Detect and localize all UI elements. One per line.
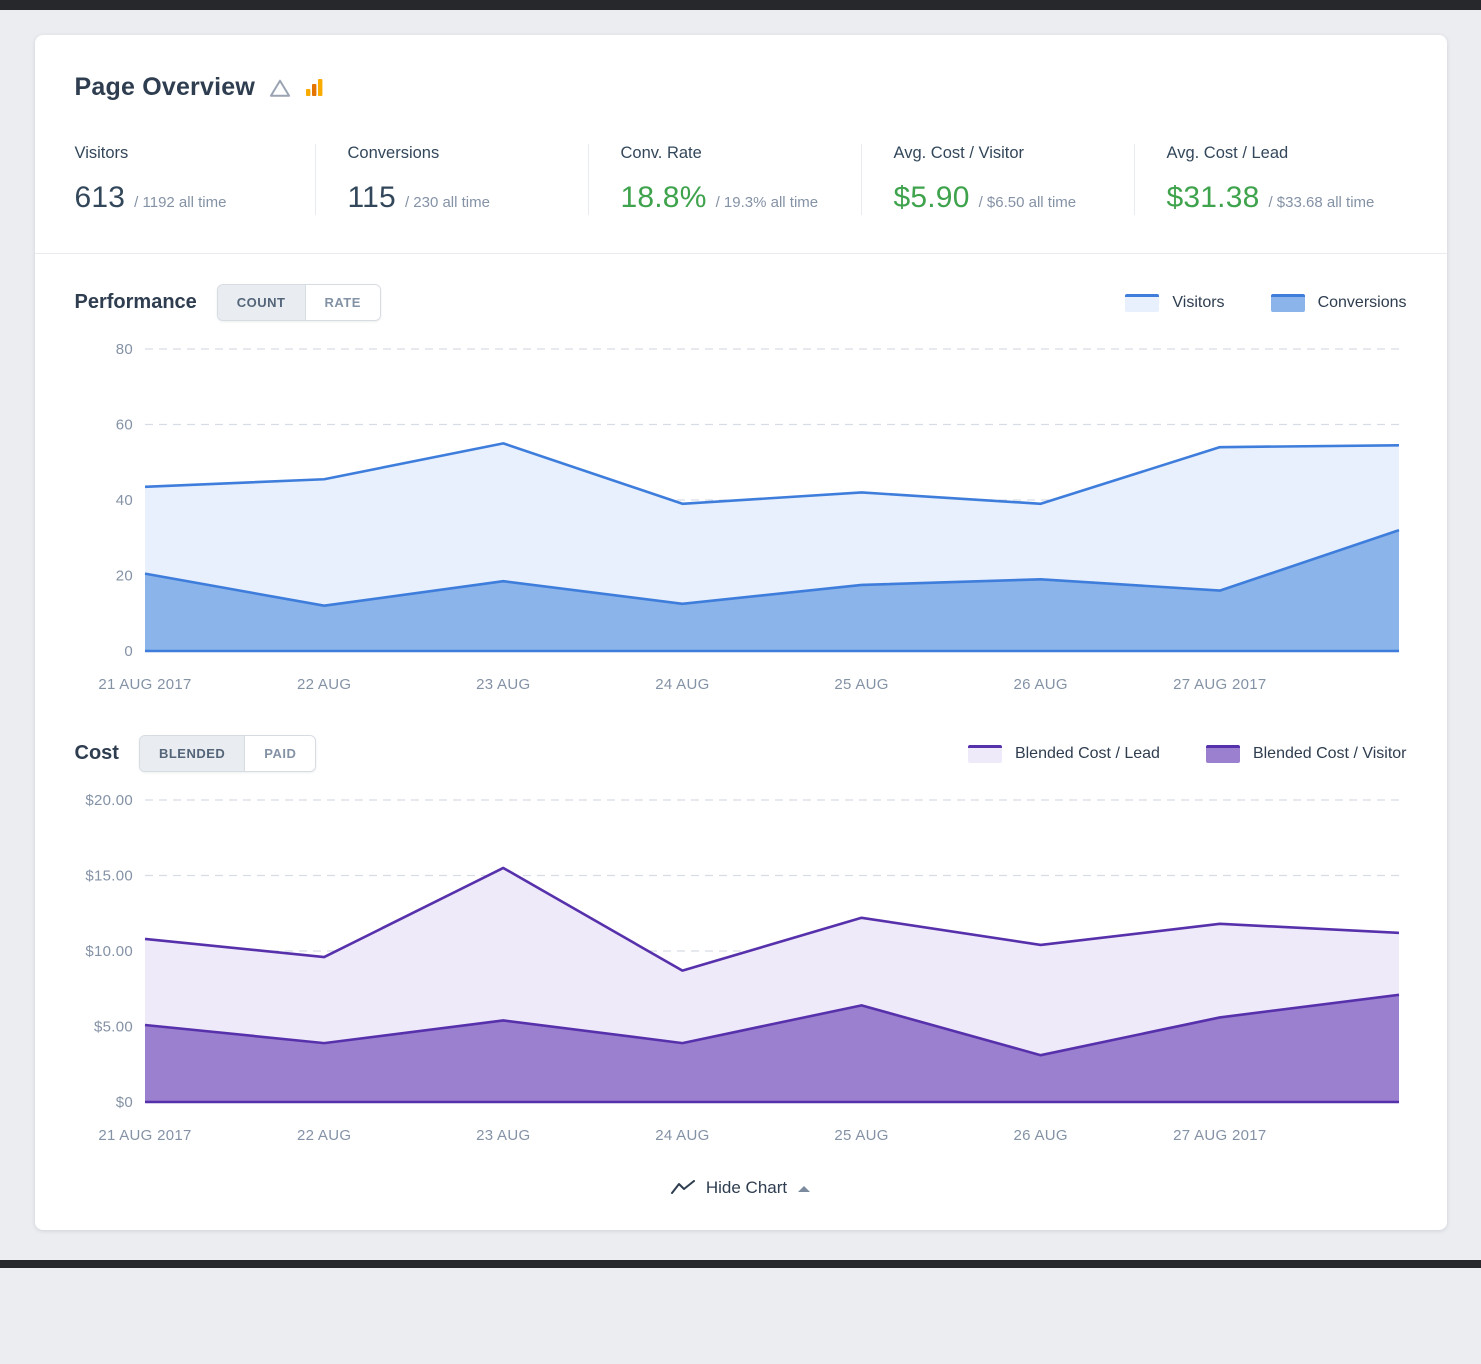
- svg-text:$20.00: $20.00: [85, 792, 133, 809]
- svg-text:$10.00: $10.00: [85, 943, 133, 960]
- hide-chart-button[interactable]: Hide Chart: [75, 1178, 1407, 1198]
- svg-text:22 AUG: 22 AUG: [296, 676, 350, 693]
- stat-alltime: / 19.3% all time: [715, 194, 819, 211]
- stat-avg-cost-lead: Avg. Cost / Lead $31.38 / $33.68 all tim…: [1133, 144, 1407, 215]
- toggle-rate-button[interactable]: RATE: [304, 285, 380, 320]
- chart-line-icon: [670, 1180, 695, 1194]
- toggle-blended-button[interactable]: BLENDED: [139, 736, 245, 771]
- performance-title: Performance: [74, 291, 197, 313]
- stat-label: Avg. Cost / Lead: [1166, 144, 1289, 162]
- toggle-paid-button[interactable]: PAID: [244, 736, 316, 771]
- svg-text:21 AUG 2017: 21 AUG 2017: [98, 676, 191, 693]
- performance-chart: 0 20 40 60 80 21 AUG 2017 22 AUG 23 AUG 24 AUG 25…: [98, 341, 1399, 693]
- stat-label: Visitors: [74, 144, 129, 162]
- stat-conversions: Conversions 115 / 230 all time: [314, 144, 588, 215]
- svg-text:26 AUG: 26 AUG: [1013, 1127, 1067, 1144]
- svg-text:$5.00: $5.00: [93, 1019, 132, 1036]
- svg-text:27 AUG 2017: 27 AUG 2017: [1173, 676, 1266, 693]
- cost-chart: $0 $5.00 $10.00 $15.00 $20.00 21 AUG 2017 22 A…: [85, 792, 1399, 1144]
- blended-cost-lead-swatch-icon: [967, 744, 1002, 763]
- svg-text:60: 60: [115, 417, 132, 434]
- cost-section-head: Cost BLENDED PAID Blended Cost / Lead Bl…: [75, 735, 1407, 772]
- stat-label: Avg. Cost / Visitor: [893, 144, 1025, 162]
- hide-chart-label: Hide Chart: [705, 1178, 788, 1197]
- svg-text:25 AUG: 25 AUG: [834, 1127, 888, 1144]
- stat-label: Conversions: [347, 144, 440, 162]
- window-edge-top: [0, 0, 1481, 10]
- svg-text:23 AUG: 23 AUG: [476, 676, 530, 693]
- legend-label: Blended Cost / Visitor: [1252, 744, 1407, 762]
- conversions-swatch-icon: [1270, 293, 1305, 312]
- svg-text:80: 80: [115, 341, 132, 358]
- legend-label: Conversions: [1317, 293, 1407, 311]
- blended-cost-visitor-swatch-icon: [1205, 744, 1240, 763]
- window-edge-bottom: [0, 1260, 1481, 1268]
- svg-text:26 AUG: 26 AUG: [1013, 676, 1067, 693]
- stat-alltime: / 1192 all time: [134, 194, 227, 211]
- cost-title: Cost: [74, 742, 119, 764]
- performance-legend: Visitors Conversions: [1125, 293, 1407, 312]
- svg-text:24 AUG: 24 AUG: [655, 1127, 709, 1144]
- stat-alltime: / 230 all time: [404, 194, 490, 211]
- toggle-count-button[interactable]: COUNT: [217, 285, 305, 320]
- svg-text:0: 0: [124, 643, 133, 660]
- stat-avg-cost-visitor: Avg. Cost / Visitor $5.90 / $6.50 all ti…: [860, 144, 1134, 215]
- stat-value: $5.90: [893, 181, 970, 214]
- svg-text:$0: $0: [115, 1094, 132, 1111]
- legend-label: Blended Cost / Lead: [1014, 744, 1160, 762]
- cost-legend: Blended Cost / Lead Blended Cost / Visit…: [967, 744, 1407, 763]
- legend-label: Visitors: [1172, 293, 1225, 311]
- legend-item-blended-cost-visitor[interactable]: Blended Cost / Visitor: [1205, 744, 1407, 763]
- svg-text:20: 20: [115, 568, 132, 585]
- svg-text:40: 40: [115, 492, 132, 509]
- google-analytics-icon: [305, 78, 324, 97]
- stat-label: Conv. Rate: [620, 144, 702, 162]
- stat-alltime: / $33.68 all time: [1268, 194, 1375, 211]
- stat-value: $31.38: [1166, 181, 1260, 214]
- google-ads-icon: [269, 78, 291, 98]
- stat-value: 115: [347, 181, 396, 214]
- svg-text:24 AUG: 24 AUG: [655, 676, 709, 693]
- performance-toggle: COUNT RATE: [216, 284, 381, 321]
- svg-text:25 AUG: 25 AUG: [834, 676, 888, 693]
- caret-up-icon: [798, 1186, 811, 1192]
- page-header: Page Overview: [75, 73, 1407, 102]
- stat-visitors: Visitors 613 / 1192 all time: [75, 144, 315, 215]
- visitors-swatch-icon: [1125, 293, 1160, 312]
- svg-text:21 AUG 2017: 21 AUG 2017: [98, 1127, 191, 1144]
- page-overview-card: Page Overview Visitors 613 / 1192 all ti…: [34, 35, 1447, 1230]
- svg-text:23 AUG: 23 AUG: [476, 1127, 530, 1144]
- page-title: Page Overview: [74, 73, 255, 101]
- svg-text:22 AUG: 22 AUG: [296, 1127, 350, 1144]
- legend-item-visitors[interactable]: Visitors: [1125, 293, 1225, 312]
- legend-item-conversions[interactable]: Conversions: [1270, 293, 1407, 312]
- performance-section-head: Performance COUNT RATE Visitors Conversi…: [75, 284, 1407, 321]
- svg-text:27 AUG 2017: 27 AUG 2017: [1173, 1127, 1266, 1144]
- stats-row: Visitors 613 / 1192 all time Conversions…: [75, 144, 1407, 215]
- stat-value: 613: [74, 181, 126, 214]
- stat-conv-rate: Conv. Rate 18.8% / 19.3% all time: [587, 144, 861, 215]
- legend-item-blended-cost-lead[interactable]: Blended Cost / Lead: [967, 744, 1160, 763]
- cost-toggle: BLENDED PAID: [138, 735, 317, 772]
- header-divider: [34, 253, 1447, 254]
- svg-text:$15.00: $15.00: [85, 868, 133, 885]
- stat-value: 18.8%: [620, 181, 707, 214]
- stat-alltime: / $6.50 all time: [978, 194, 1077, 211]
